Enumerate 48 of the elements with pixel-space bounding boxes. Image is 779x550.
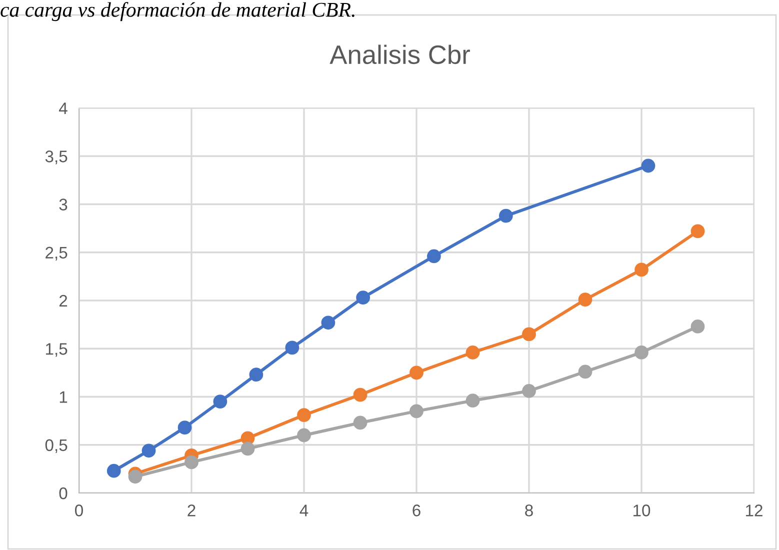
y-tick-label: 0	[59, 487, 68, 500]
point	[142, 444, 156, 458]
point	[690, 320, 705, 334]
point	[522, 327, 536, 342]
point	[213, 394, 228, 409]
point	[285, 340, 300, 355]
x-tick-label: 6	[412, 504, 420, 516]
point	[634, 346, 648, 360]
point	[522, 384, 536, 398]
x-tick-label: 4	[300, 504, 308, 516]
x-tick-label: 12	[746, 504, 762, 516]
point	[321, 316, 336, 330]
y-tick-label: 0,5	[45, 439, 68, 454]
x-tick-label: 8	[525, 504, 533, 516]
y-tick-label: 1	[60, 391, 68, 403]
point	[249, 368, 264, 382]
point	[410, 366, 424, 380]
x-tick-label: 0	[75, 504, 83, 516]
point	[634, 262, 648, 277]
point	[297, 428, 311, 442]
point	[184, 455, 198, 470]
y-tick-label: 3,5	[45, 150, 68, 164]
x-tick-label: 10	[634, 504, 650, 516]
point	[690, 224, 705, 238]
y-tick-label: 1,5	[46, 343, 68, 357]
point	[297, 408, 311, 422]
x-tick-label: 2	[188, 504, 196, 516]
point	[353, 416, 368, 430]
point	[578, 292, 592, 306]
point	[426, 249, 441, 264]
text: ca carga vs deformación de material CBR.	[0, 2, 354, 22]
point	[410, 404, 424, 418]
point	[498, 208, 513, 223]
y-tick-label: 3	[59, 198, 68, 210]
chart-title: Analisis Cbr	[330, 44, 470, 64]
point	[466, 346, 480, 360]
point	[106, 464, 121, 478]
y-tick-label: 2	[59, 294, 68, 307]
y-tick-label: 4	[59, 102, 68, 114]
point	[356, 290, 370, 305]
point	[240, 442, 255, 456]
point	[578, 364, 592, 379]
point	[641, 158, 656, 173]
point	[353, 388, 368, 402]
point	[128, 470, 142, 484]
y-tick-label: 2,5	[46, 246, 68, 261]
point	[178, 420, 192, 434]
point	[466, 394, 480, 408]
